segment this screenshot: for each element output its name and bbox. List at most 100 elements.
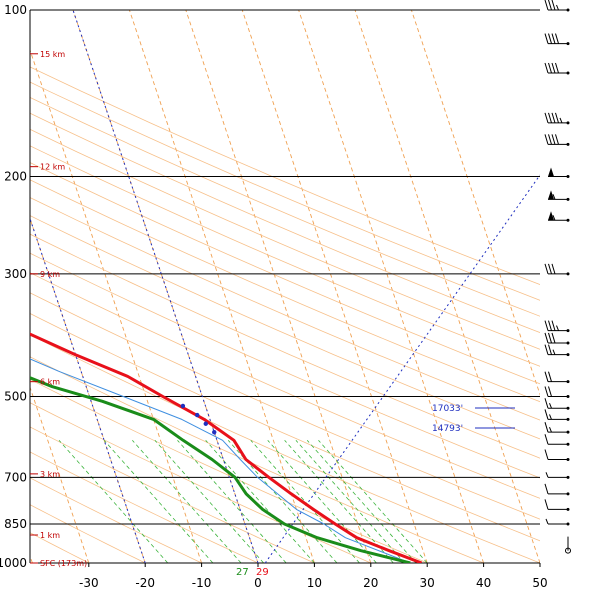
dry-adiabat-line	[30, 426, 315, 563]
freezing-level-label: 17033'	[432, 404, 463, 414]
wind-barb-station	[566, 458, 570, 462]
temperature-tick-label: -10	[192, 576, 212, 590]
wind-barb-flag	[544, 386, 549, 397]
wind-barb-flag	[544, 62, 549, 74]
height-label: 6 km	[40, 378, 60, 387]
dry-adiabat-line	[30, 97, 540, 317]
isotherm-line	[410, 10, 540, 396]
pressure-tick-label: 1000	[0, 556, 27, 570]
dry-adiabat-line	[30, 334, 540, 563]
dry-adiabat-line	[30, 451, 259, 563]
wind-barb-station	[566, 272, 570, 276]
wind-barb-station	[566, 442, 570, 446]
mixing-ratio-line	[154, 440, 264, 563]
wind-barb-flag	[548, 386, 552, 397]
dry-adiabat-line	[30, 378, 428, 563]
wind-barb-pennant	[548, 190, 554, 200]
wind-barb-flag	[544, 483, 549, 495]
wind-barb-flag	[544, 398, 549, 409]
wind-barb-flag	[544, 409, 549, 420]
pressure-tick-label: 700	[4, 470, 27, 484]
temperature-tick-label: -20	[135, 576, 155, 590]
mixing-ratio-line	[177, 440, 287, 563]
wind-barb-flag	[551, 263, 556, 274]
temperature-tick-label: -30	[79, 576, 99, 590]
wind-barb-flag	[551, 0, 556, 11]
wind-barb-flag	[544, 449, 549, 460]
pressure-tick-label: 500	[4, 390, 27, 404]
wind-barb-flag	[551, 332, 556, 344]
wind-barb-flag	[544, 112, 549, 124]
pressure-tick-label: 850	[4, 517, 27, 531]
wind-barb-station	[566, 492, 570, 496]
parcel-marker	[212, 429, 217, 435]
wind-barb-station	[566, 197, 570, 201]
dry-adiabat-line	[30, 128, 540, 350]
wind-barb-flag	[544, 0, 549, 11]
dewpoint-profile-line	[30, 376, 411, 563]
surface-temperature-label: 29	[256, 567, 269, 578]
temperature-tick-label: 40	[476, 576, 491, 590]
pressure-tick-labels: 100 200 300 500 700 850 1000	[0, 3, 27, 570]
wind-barb-station	[566, 329, 570, 333]
surface-dewpoint-label: 27	[236, 567, 249, 578]
wind-barb-flag	[544, 263, 549, 274]
mixing-ratio-line	[284, 440, 394, 563]
wind-barb-pennant	[548, 211, 554, 221]
wind-barb-flag	[548, 332, 552, 344]
mixing-ratio-line	[318, 440, 428, 563]
wind-barb-flag	[551, 134, 556, 145]
wind-barb-flag	[555, 33, 559, 44]
temperature-tick-label: 0	[254, 576, 262, 590]
wind-barb-station	[566, 522, 570, 526]
dry-adiabat-line	[30, 292, 540, 520]
wind-barb-station	[566, 42, 570, 46]
wind-barb-station	[566, 417, 570, 421]
temperature-tick-label: 10	[307, 576, 322, 590]
dry-adiabat-line	[30, 215, 540, 440]
isotherm-line	[128, 10, 315, 563]
wind-barb-flag	[544, 371, 549, 382]
isotherm-line	[354, 10, 540, 563]
wind-barb-flag	[555, 62, 559, 74]
wind-barb-half	[559, 117, 563, 124]
wind-barb-flag	[548, 0, 552, 11]
dry-adiabat-line	[30, 252, 540, 479]
wind-barb-flag	[544, 422, 549, 433]
wind-barb-half	[552, 194, 556, 200]
mixing-ratio-line	[306, 440, 417, 563]
wind-barb-flag	[548, 371, 552, 382]
wind-barb-half	[552, 215, 556, 221]
dry-adiabat-line	[30, 66, 540, 286]
wind-barbs	[544, 0, 571, 554]
temperature-profile-line	[30, 332, 423, 563]
wind-barb-flag	[551, 62, 556, 74]
wind-barb-half	[549, 426, 552, 433]
dry-adiabat-line	[30, 145, 540, 367]
dry-adiabat-grid	[30, 66, 540, 563]
mixing-ratio-line	[267, 440, 377, 563]
dry-adiabat-line	[30, 402, 371, 563]
parcel-marker	[180, 403, 186, 409]
wind-barb-half	[549, 414, 552, 420]
wind-barb-station	[566, 8, 570, 12]
wind-barb-flag	[548, 263, 552, 274]
freezing-level-label: 14793'	[432, 424, 463, 434]
wind-barb-station	[566, 475, 570, 479]
wind-barb-flag	[551, 112, 556, 124]
height-labels: 15 km 12 km 9 km 6 km 3 km 1 km SFC (173m)	[30, 50, 87, 568]
parcel-markers	[180, 403, 217, 435]
pressure-tick-label: 300	[4, 267, 27, 281]
dry-adiabat-line	[30, 272, 540, 499]
wind-barb-half	[549, 403, 552, 409]
mixing-ratio-line	[132, 440, 242, 563]
wind-barb-flag	[544, 344, 549, 355]
sounding-profiles	[30, 332, 423, 563]
mixing-ratio-line	[250, 440, 360, 563]
height-label: 15 km	[40, 50, 65, 59]
wind-barb-station	[566, 121, 570, 125]
wind-barb-flag	[544, 499, 549, 510]
parcel-marker	[195, 412, 200, 418]
dry-adiabat-line	[30, 197, 540, 421]
isotherm-line	[241, 10, 428, 563]
